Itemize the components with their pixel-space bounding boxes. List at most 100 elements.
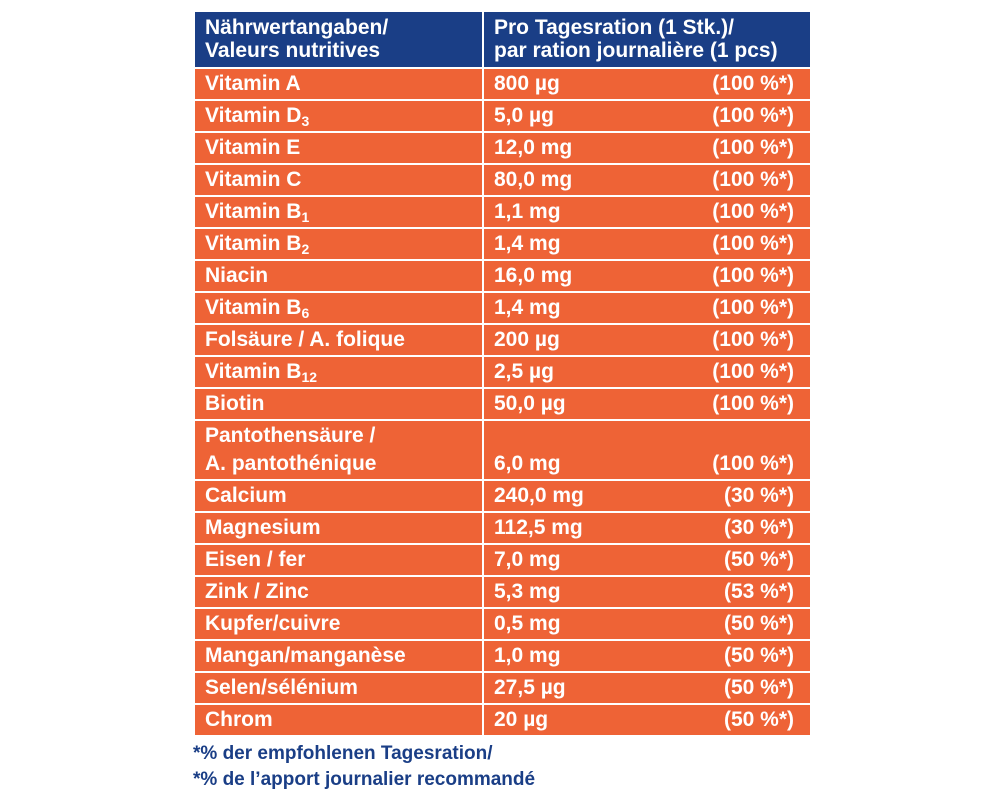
daily-value-percent: (100 %*): [712, 72, 794, 95]
amount-cell: 7,0 mg (50 %*): [482, 543, 812, 577]
amount-cell: 1,4 mg (100 %*): [482, 227, 812, 261]
nutrient-name: Eisen / fer: [205, 548, 306, 571]
nutrient-name: Kupfer/cuivre: [205, 612, 341, 635]
daily-value-percent: (100 %*): [712, 104, 794, 127]
amount-value: 1,0 mg: [494, 644, 561, 667]
amount-cell: 240,0 mg (30 %*): [482, 479, 812, 513]
nutrient-name: Mangan/manganèse: [205, 644, 406, 667]
table-row: Vitamin B12 2,5 µg (100 %*): [193, 355, 812, 389]
table-row: Zink / Zinc 5,3 mg (53 %*): [193, 575, 812, 609]
amount-value: 80,0 mg: [494, 168, 573, 191]
table-row: Chrom 20 µg (50 %*): [193, 703, 812, 737]
table-row: Vitamin E 12,0 mg (100 %*): [193, 131, 812, 165]
nutrient-subscript: 2: [301, 241, 310, 257]
nutrient-cell: Chrom: [193, 703, 484, 737]
nutrient-name: Vitamin D: [205, 104, 302, 127]
nutrient-cell: Biotin: [193, 387, 484, 421]
header-nutrients-fr: Valeurs nutritives: [205, 39, 381, 62]
table-row: Magnesium 112,5 mg (30 %*): [193, 511, 812, 545]
table-row: Vitamin D3 5,0 µg (100 %*): [193, 99, 812, 133]
footnote-de: *% der empfohlenen Tagesration/: [193, 743, 493, 764]
footnote: *% der empfohlenen Tagesration/ *% de l’…: [193, 741, 810, 793]
nutrient-cell: Vitamin E: [193, 131, 484, 165]
amount-cell: 1,1 mg (100 %*): [482, 195, 812, 229]
amount-value: 1,4 mg: [494, 296, 561, 319]
nutrient-cell: Mangan/manganèse: [193, 639, 484, 673]
nutrient-name: Selen/sélénium: [205, 676, 358, 699]
daily-value-percent: (100 %*): [712, 328, 794, 351]
daily-value-percent: (50 %*): [723, 612, 794, 635]
amount-cell: 27,5 µg (50 %*): [482, 671, 812, 705]
amount-value: 200 µg: [494, 328, 560, 351]
amount-value: 50,0 µg: [494, 392, 566, 415]
daily-value-percent: (100 %*): [712, 264, 794, 287]
amount-value: 5,0 µg: [494, 104, 554, 127]
amount-cell: 6,0 mg (100 %*): [482, 419, 812, 481]
nutrient-name: Vitamin B: [205, 232, 302, 255]
amount-value: 1,4 mg: [494, 232, 561, 255]
daily-value-percent: (100 %*): [712, 168, 794, 191]
daily-value-percent: (53 %*): [723, 580, 794, 603]
table-row: Biotin 50,0 µg (100 %*): [193, 387, 812, 421]
amount-value: 0,5 mg: [494, 612, 561, 635]
nutrient-subscript: 3: [301, 113, 310, 129]
nutrient-name-line2: A. pantothénique: [205, 452, 377, 475]
nutrient-cell: Selen/sélénium: [193, 671, 484, 705]
nutrient-cell: Eisen / fer: [193, 543, 484, 577]
table-row: Vitamin C 80,0 mg (100 %*): [193, 163, 812, 197]
amount-cell: 50,0 µg (100 %*): [482, 387, 812, 421]
daily-value-percent: (100 %*): [712, 360, 794, 383]
nutrient-name: Zink / Zinc: [205, 580, 309, 603]
amount-cell: 1,4 mg (100 %*): [482, 291, 812, 325]
nutrient-cell: Vitamin B1: [193, 195, 484, 229]
daily-value-percent: (30 %*): [723, 516, 794, 539]
daily-value-percent: (50 %*): [723, 676, 794, 699]
table-row: Vitamin B6 1,4 mg (100 %*): [193, 291, 812, 325]
nutrient-cell: Magnesium: [193, 511, 484, 545]
nutrient-cell: Zink / Zinc: [193, 575, 484, 609]
nutrient-name: Vitamin B: [205, 200, 302, 223]
daily-value-percent: (50 %*): [723, 708, 794, 731]
amount-cell: 2,5 µg (100 %*): [482, 355, 812, 389]
amount-value: 240,0 mg: [494, 484, 584, 507]
daily-value-percent: (50 %*): [723, 644, 794, 667]
amount-cell: 80,0 mg (100 %*): [482, 163, 812, 197]
amount-value: 112,5 mg: [494, 516, 583, 539]
amount-cell: 112,5 mg (30 %*): [482, 511, 812, 545]
amount-cell: 200 µg (100 %*): [482, 323, 812, 357]
nutrient-subscript: 6: [301, 305, 310, 321]
nutrient-cell: Pantothensäure / A. pantothénique: [193, 419, 484, 481]
nutrient-cell: Vitamin B6: [193, 291, 484, 325]
nutrient-subscript: 12: [301, 369, 318, 385]
nutrient-cell: Kupfer/cuivre: [193, 607, 484, 641]
nutrition-table: Nährwertangaben/ Valeurs nutritives Pro …: [193, 10, 812, 737]
amount-cell: 800 µg (100 %*): [482, 67, 812, 101]
nutrient-name: Vitamin B: [205, 296, 302, 319]
nutrient-name: Vitamin C: [205, 168, 302, 191]
table-row: Folsäure / A. folique 200 µg (100 %*): [193, 323, 812, 357]
amount-cell: 5,0 µg (100 %*): [482, 99, 812, 133]
nutrient-name: Chrom: [205, 708, 273, 731]
amount-value: 16,0 mg: [494, 264, 573, 287]
amount-value: 1,1 mg: [494, 200, 561, 223]
daily-value-percent: (100 %*): [712, 200, 794, 223]
table-row: Selen/sélénium 27,5 µg (50 %*): [193, 671, 812, 705]
nutrient-name: Biotin: [205, 392, 265, 415]
nutrient-cell: Niacin: [193, 259, 484, 293]
nutrient-name: Vitamin A: [205, 72, 301, 95]
header-per-ration-de: Pro Tagesration (1 Stk.)/: [494, 16, 734, 39]
amount-cell: 12,0 mg (100 %*): [482, 131, 812, 165]
footnote-fr: *% de l’apport journalier recommandé: [193, 769, 536, 790]
table-row: Vitamin A 800 µg (100 %*): [193, 67, 812, 101]
nutrient-name: Folsäure / A. folique: [205, 328, 405, 351]
table-row: Calcium 240,0 mg (30 %*): [193, 479, 812, 513]
header-nutrients: Nährwertangaben/ Valeurs nutritives: [193, 10, 484, 69]
amount-cell: 1,0 mg (50 %*): [482, 639, 812, 673]
nutrient-cell: Calcium: [193, 479, 484, 513]
amount-value: 6,0 mg: [494, 452, 561, 475]
amount-value: 7,0 mg: [494, 548, 561, 571]
amount-value: 27,5 µg: [494, 676, 566, 699]
amount-cell: 16,0 mg (100 %*): [482, 259, 812, 293]
nutrient-cell: Vitamin B2: [193, 227, 484, 261]
table-row: Pantothensäure / A. pantothénique 6,0 mg (1…: [193, 419, 812, 481]
